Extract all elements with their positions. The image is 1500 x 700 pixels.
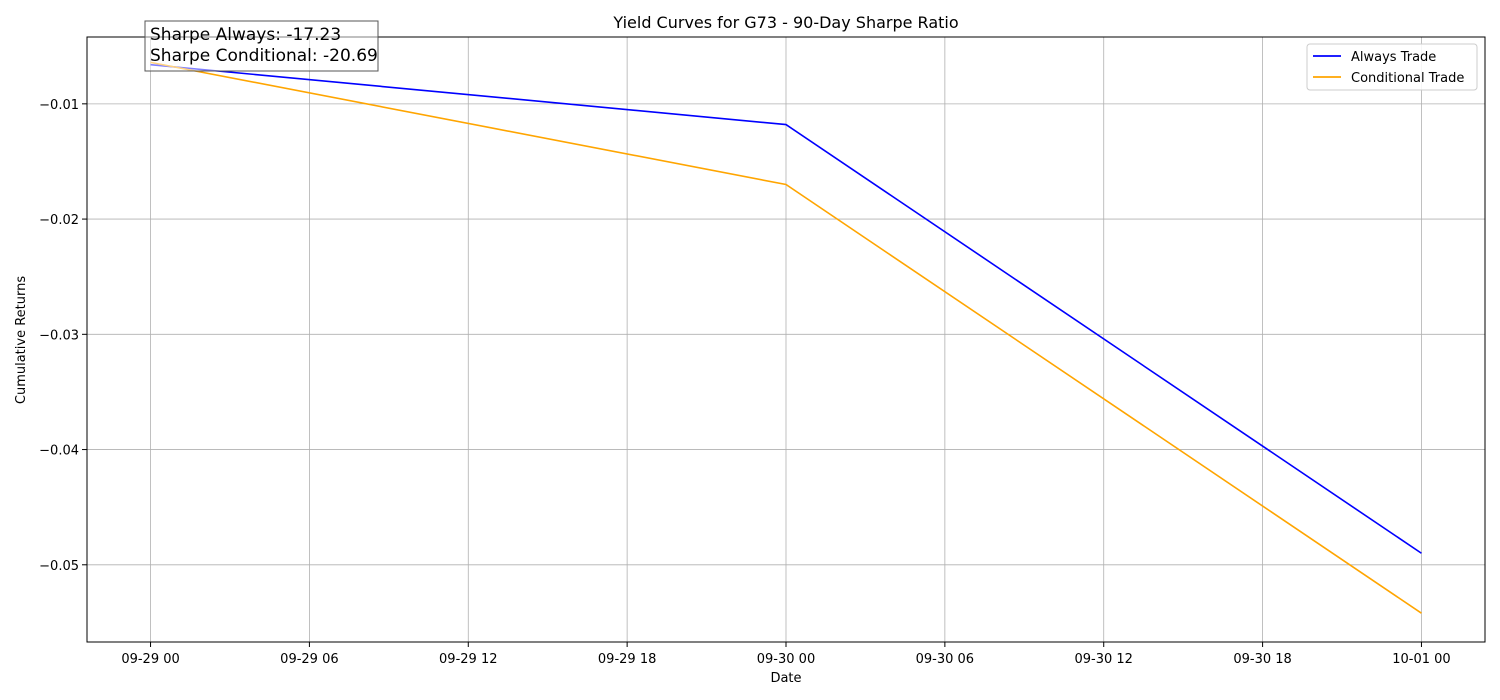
y-tick-label: −0.04 — [39, 444, 79, 459]
chart-title: Yield Curves for G73 - 90-Day Sharpe Rat… — [612, 13, 958, 32]
x-tick-label: 09-30 06 — [916, 652, 974, 667]
x-tick-label: 10-01 00 — [1392, 652, 1450, 667]
y-axis-label: Cumulative Returns — [14, 276, 29, 404]
x-tick-label: 09-29 18 — [598, 652, 656, 667]
x-tick-label: 09-30 18 — [1233, 652, 1291, 667]
legend: Always Trade Conditional Trade — [1306, 43, 1478, 91]
y-tick-label: −0.03 — [39, 328, 79, 343]
series-lines — [150, 61, 1422, 614]
y-tick-label: −0.02 — [39, 213, 79, 228]
y-axis-ticks: −0.01 −0.02 −0.03 −0.04 −0.05 — [39, 98, 87, 574]
annotation-sharpe-conditional: Sharpe Conditional: -20.69 — [150, 46, 378, 66]
series-line-conditional-trade — [150, 61, 1422, 614]
series-line-always-trade — [150, 63, 1422, 554]
y-tick-label: −0.01 — [39, 98, 79, 113]
legend-label-conditional-trade: Conditional Trade — [1351, 71, 1464, 86]
x-tick-label: 09-29 06 — [280, 652, 338, 667]
legend-box — [1306, 43, 1478, 91]
legend-label-always-trade: Always Trade — [1351, 50, 1436, 65]
x-tick-label: 09-30 12 — [1075, 652, 1133, 667]
x-axis-ticks: 09-29 00 09-29 06 09-29 12 09-29 18 09-30 00… — [121, 642, 1451, 667]
annotation-box — [144, 20, 379, 72]
x-axis-label: Date — [770, 671, 801, 686]
annotation-sharpe-always: Sharpe Always: -17.23 — [150, 25, 341, 45]
grid-lines — [87, 37, 1485, 642]
x-tick-label: 09-30 00 — [757, 652, 815, 667]
sharpe-annotation: Sharpe Always: -17.23 Sharpe Conditional… — [144, 20, 379, 72]
x-tick-label: 09-29 12 — [439, 652, 497, 667]
x-tick-label: 09-29 00 — [121, 652, 179, 667]
y-tick-label: −0.05 — [39, 559, 79, 574]
